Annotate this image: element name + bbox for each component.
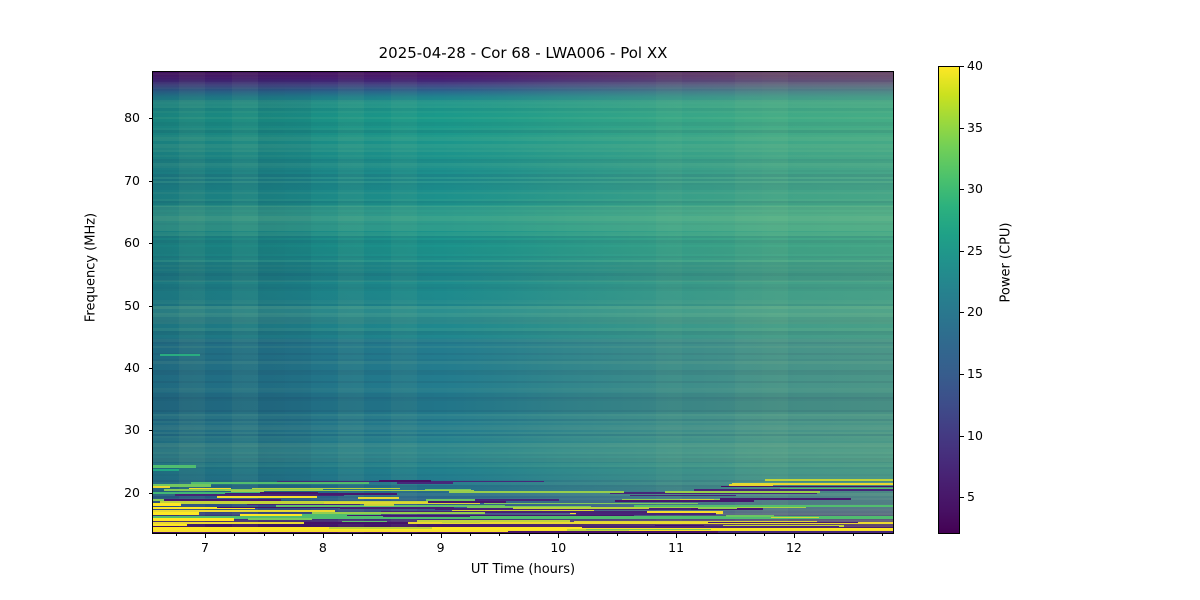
x-minor-tick <box>617 534 619 536</box>
y-tick-mark <box>148 305 152 307</box>
colorbar-tick-label: 40 <box>967 58 983 73</box>
x-minor-tick <box>823 534 825 536</box>
x-minor-tick <box>764 534 766 536</box>
y-tick-mark <box>148 430 152 432</box>
x-tick-mark <box>205 534 206 538</box>
colorbar-tick-label: 10 <box>967 427 983 443</box>
y-tick-label: 40 <box>124 360 140 375</box>
colorbar-tick-label: 35 <box>967 119 983 135</box>
x-minor-tick <box>352 534 354 536</box>
colorbar-tick-mark <box>960 66 964 67</box>
x-minor-tick <box>499 534 501 536</box>
rfi-streak <box>152 484 211 487</box>
x-axis-label: UT Time (hours) <box>470 562 576 577</box>
heatmap-rfi-streaks <box>152 71 894 534</box>
colorbar-tick-label: 25 <box>967 242 983 258</box>
x-minor-tick <box>587 534 589 536</box>
colorbar-tick-mark <box>960 497 964 499</box>
rfi-streak <box>152 512 200 515</box>
rfi-streak <box>152 523 188 527</box>
x-minor-tick <box>411 534 413 536</box>
colorbar-tick-label: 30 <box>967 181 983 197</box>
rfi-streak <box>275 504 506 508</box>
x-minor-tick <box>293 534 295 536</box>
rfi-streak <box>152 506 255 510</box>
y-tick-label: 30 <box>124 422 140 438</box>
heatmap-time-gradient <box>152 71 894 534</box>
x-tick-mark <box>558 534 560 538</box>
y-tick-label: 60 <box>124 235 140 251</box>
y-tick-label: 50 <box>124 297 140 313</box>
heatmap-frequency-gradient <box>152 71 894 534</box>
y-tick-label: 70 <box>124 172 140 188</box>
y-tick-mark <box>148 180 152 182</box>
colorbar-tick-label: 15 <box>967 365 983 381</box>
x-minor-tick <box>263 534 265 536</box>
x-tick-mark <box>440 534 442 538</box>
x-tick-label: 7 <box>201 540 209 555</box>
x-tick-label: 8 <box>318 540 327 555</box>
x-tick-label: 10 <box>550 540 567 555</box>
rfi-streak <box>417 519 571 523</box>
dynamic-spectrum-heatmap <box>152 71 894 534</box>
y-axis-label: Frequency (MHz) <box>83 212 99 323</box>
x-minor-tick <box>175 534 177 536</box>
y-tick-mark <box>148 492 152 494</box>
x-minor-tick <box>234 534 236 536</box>
y-tick-mark <box>148 243 152 245</box>
x-minor-tick <box>852 534 854 536</box>
colorbar-label: Power (CPU) <box>998 222 1014 303</box>
x-minor-tick <box>381 534 383 536</box>
x-minor-tick <box>735 534 736 536</box>
rfi-streak <box>152 518 235 521</box>
rfi-streak <box>152 503 182 506</box>
x-tick-mark <box>322 534 324 538</box>
rfi-streak <box>358 496 400 500</box>
colorbar-tick-mark <box>960 189 964 191</box>
chart-title: 2025-04-28 - Cor 68 - LWA006 - Pol XX <box>378 44 668 62</box>
x-minor-tick <box>705 534 707 536</box>
x-tick-mark <box>793 534 795 538</box>
colorbar-tick-mark <box>960 127 964 129</box>
rfi-streak <box>216 495 317 499</box>
rfi-streak <box>152 527 894 530</box>
colorbar-tick-mark <box>960 250 964 252</box>
colorbar-tick-label: 20 <box>967 304 983 320</box>
y-tick-label: 20 <box>124 484 140 500</box>
x-tick-label: 11 <box>668 540 685 555</box>
x-tick-mark <box>676 534 678 538</box>
colorbar-tick-mark <box>960 373 964 375</box>
rfi-streak <box>152 516 894 519</box>
x-minor-tick <box>470 534 471 536</box>
rfi-streak <box>152 468 180 472</box>
rfi-streak <box>152 465 196 468</box>
x-tick-label: 12 <box>785 540 802 555</box>
rfi-streak <box>160 501 441 504</box>
y-tick-mark <box>148 118 152 120</box>
rfi-streak <box>152 521 894 525</box>
x-minor-tick <box>528 534 530 536</box>
x-tick-label: 9 <box>436 540 445 555</box>
y-tick-label: 80 <box>124 110 140 126</box>
rfi-streak <box>152 485 170 489</box>
colorbar <box>938 66 960 534</box>
x-minor-tick <box>646 534 648 536</box>
colorbar-tick-mark <box>960 312 964 314</box>
colorbar-tick-label: 5 <box>967 489 975 505</box>
rfi-streak <box>160 353 201 357</box>
colorbar-tick-mark <box>960 435 964 437</box>
x-minor-tick <box>882 534 884 536</box>
y-tick-mark <box>148 368 152 369</box>
rfi-streak <box>240 514 317 517</box>
